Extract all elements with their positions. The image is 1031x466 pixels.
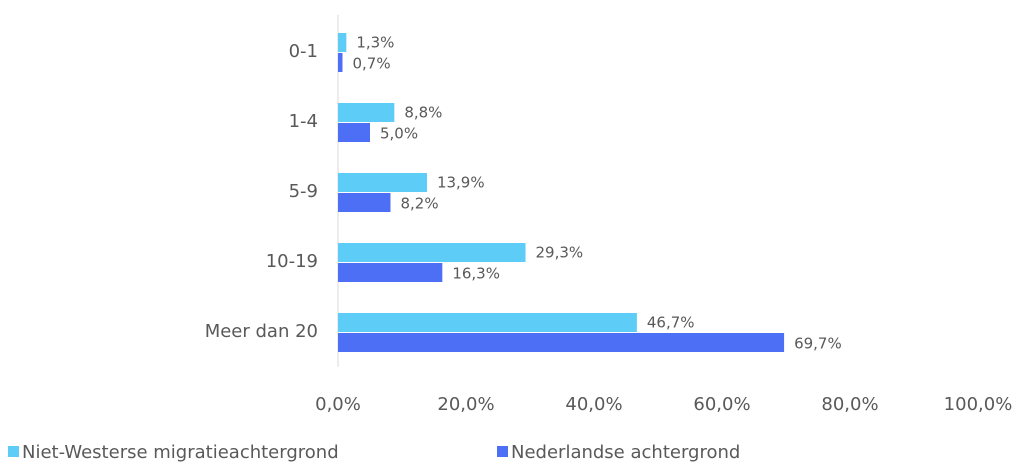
y-tick-label: 5-9 [289,181,318,202]
data-label: 69,7% [794,335,842,353]
bar [338,193,391,212]
x-tick-label: 20,0% [437,394,494,415]
data-label: 0,7% [352,55,390,73]
data-label: 5,0% [380,125,418,143]
legend-swatch [8,446,19,457]
x-tick-label: 80,0% [821,394,878,415]
bar [338,33,347,52]
data-label: 16,3% [452,265,500,283]
y-tick-label: Meer dan 20 [205,321,318,342]
data-label: 13,9% [437,174,485,192]
bar [338,103,395,122]
data-label: 1,3% [356,34,394,52]
data-label: 8,8% [404,104,442,122]
bar [338,333,785,352]
bar [338,53,343,72]
data-label: 46,7% [647,314,695,332]
bar [338,313,637,332]
x-tick-label: 40,0% [565,394,622,415]
bar [338,263,443,282]
x-tick-label: 0,0% [315,394,361,415]
bar [338,173,427,192]
y-tick-label: 0-1 [289,41,318,62]
bar [338,123,370,142]
legend-swatch [497,446,508,457]
y-tick-label: 10-19 [266,251,318,272]
legend-label: Niet-Westerse migratieachtergrond [22,442,339,463]
data-label: 29,3% [536,244,584,262]
data-label: 8,2% [400,195,438,213]
x-tick-label: 100,0% [944,394,1013,415]
y-tick-label: 1-4 [289,111,318,132]
bar [338,243,526,262]
legend-label: Nederlandse achtergrond [511,442,740,463]
x-tick-label: 60,0% [693,394,750,415]
